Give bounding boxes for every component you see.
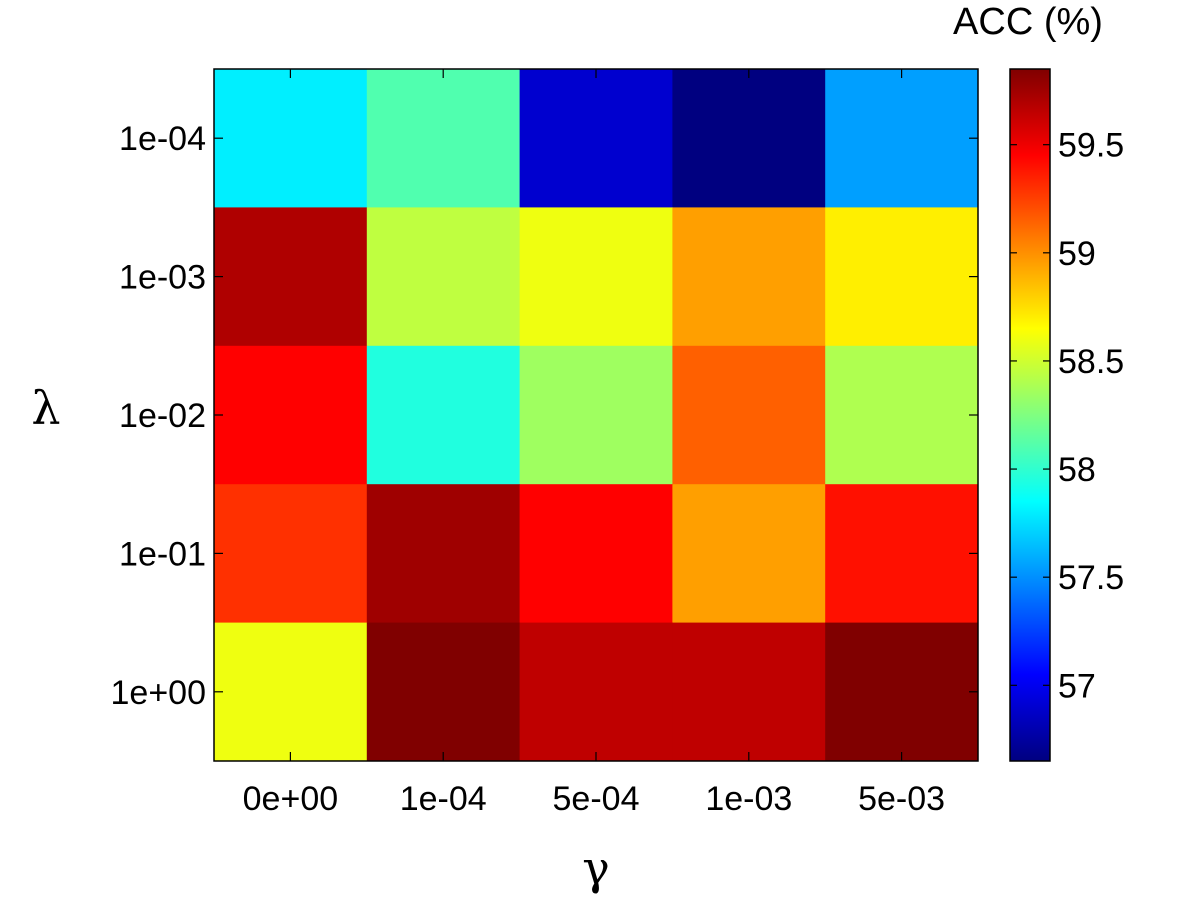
heatmap-cell bbox=[366, 484, 521, 624]
colorbar-tick-label: 59.5 bbox=[1058, 127, 1124, 165]
x-tick-label: 1e-04 bbox=[400, 780, 487, 818]
heatmap-cell bbox=[672, 484, 826, 624]
x-axis-label: γ bbox=[582, 841, 610, 895]
colorbar-tick-label: 59 bbox=[1058, 235, 1096, 273]
x-tick-label: 5e-04 bbox=[553, 780, 640, 818]
y-tick-label: 1e-01 bbox=[119, 535, 206, 573]
heatmap-cell bbox=[672, 622, 826, 762]
y-tick-label: 1e-04 bbox=[119, 120, 206, 158]
heatmap-cell bbox=[214, 622, 368, 762]
y-tick-label: 1e+00 bbox=[111, 674, 207, 712]
heatmap-cell bbox=[519, 345, 673, 485]
heatmap-cell bbox=[519, 69, 673, 208]
heatmap-cell bbox=[519, 207, 673, 347]
heatmap-cell bbox=[825, 484, 979, 624]
x-tick-labels: 0e+00 1e-04 5e-04 1e-03 5e-03 bbox=[243, 780, 945, 818]
x-tick-label: 1e-03 bbox=[705, 780, 792, 818]
heatmap-cell bbox=[519, 484, 673, 624]
heatmap-cell bbox=[825, 345, 979, 485]
heatmap-cell bbox=[825, 622, 979, 762]
heatmap-cell bbox=[214, 207, 368, 347]
colorbar-tick-label: 58.5 bbox=[1058, 343, 1124, 381]
heatmap-cell bbox=[825, 207, 979, 347]
colorbar-tick-label: 58 bbox=[1058, 451, 1096, 489]
heatmap-cell bbox=[366, 622, 521, 762]
heatmap-cell bbox=[672, 69, 826, 208]
heatmap-cell bbox=[214, 484, 368, 624]
colorbar-gradient bbox=[1009, 68, 1051, 762]
x-tick-label: 0e+00 bbox=[243, 780, 339, 818]
colorbar-tick-label: 57 bbox=[1058, 667, 1096, 705]
y-axis-label: λ bbox=[31, 381, 60, 435]
colorbar-tick-label: 57.5 bbox=[1058, 559, 1124, 597]
heatmap-cell bbox=[672, 345, 826, 485]
heatmap-cell bbox=[366, 345, 521, 485]
colorbar: 57 57.5 58 58.5 59 59.5 bbox=[1009, 68, 1124, 762]
heatmap-cells bbox=[214, 69, 979, 762]
heatmap-cell bbox=[672, 207, 826, 347]
colorbar-title: ACC (%) bbox=[953, 1, 1103, 43]
y-tick-label: 1e-02 bbox=[119, 397, 206, 435]
heatmap-cell bbox=[366, 207, 521, 347]
y-tick-label: 1e-03 bbox=[119, 259, 206, 297]
heatmap-cell bbox=[519, 622, 673, 762]
heatmap-cell bbox=[825, 69, 979, 208]
heatmap-cell bbox=[366, 69, 521, 208]
x-tick-label: 5e-03 bbox=[858, 780, 945, 818]
y-tick-labels: 1e-04 1e-03 1e-02 1e-01 1e+00 bbox=[111, 120, 207, 712]
heatmap-cell bbox=[214, 69, 368, 208]
axis-ticks bbox=[214, 69, 978, 761]
heatmap-cell bbox=[214, 345, 368, 485]
